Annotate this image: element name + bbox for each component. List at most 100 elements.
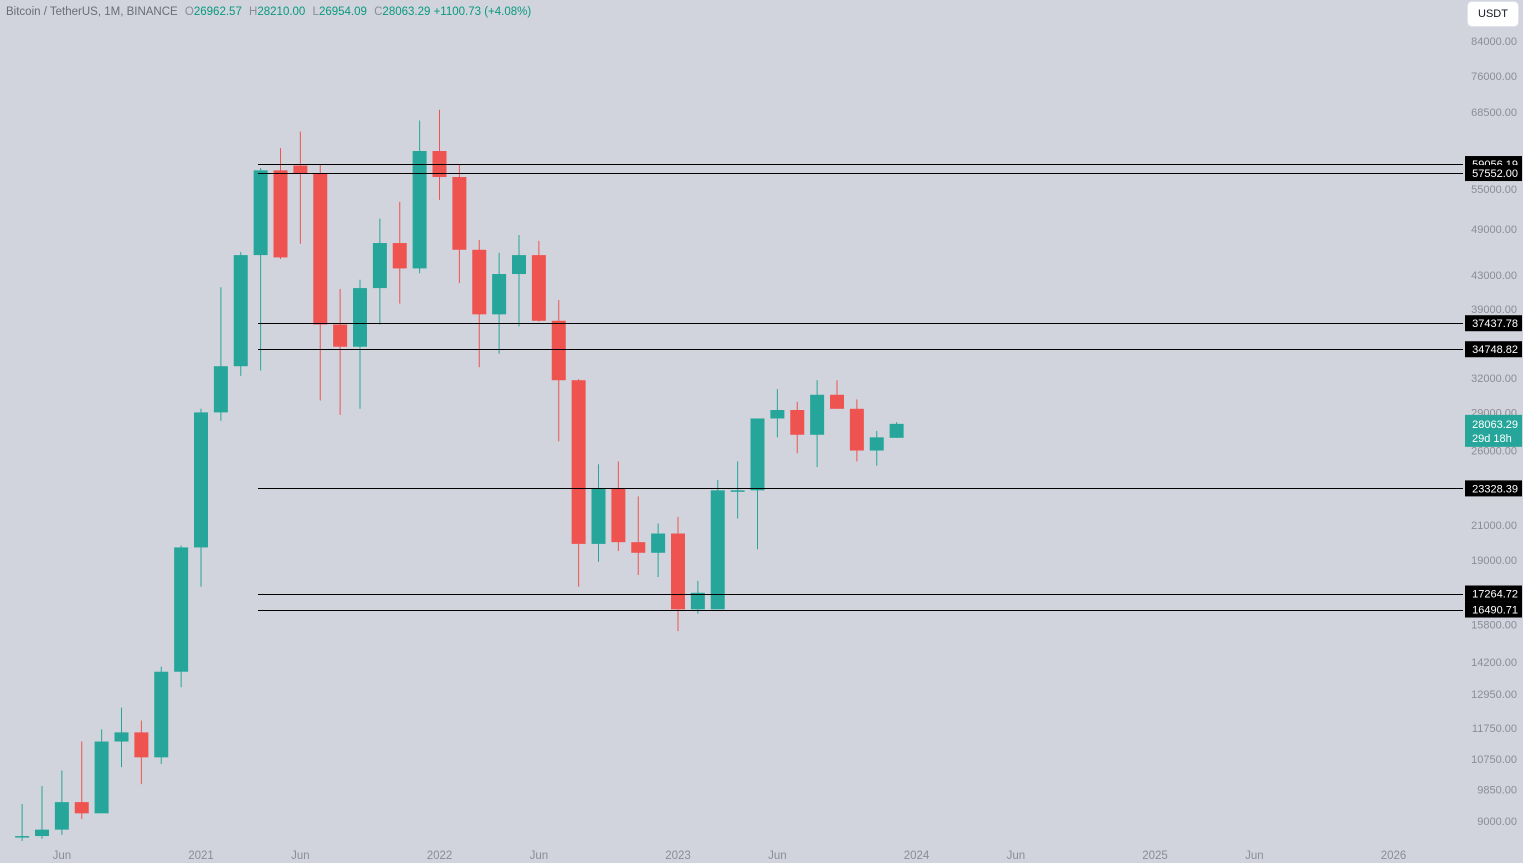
candle-body[interactable] — [810, 394, 825, 435]
candle-body[interactable] — [869, 437, 884, 451]
candle-body[interactable] — [710, 490, 725, 610]
candle-body[interactable] — [134, 732, 149, 758]
y-tick-label: 32000.00 — [1471, 373, 1517, 385]
y-tick-label: 19000.00 — [1471, 555, 1517, 567]
candle-body[interactable] — [412, 151, 427, 269]
level-price-label: 37437.78 — [1472, 318, 1518, 330]
candle-body[interactable] — [15, 836, 30, 838]
y-tick-label: 10750.00 — [1471, 754, 1517, 766]
candle-body[interactable] — [273, 170, 288, 258]
candle-body[interactable] — [790, 409, 805, 435]
candle-body[interactable] — [492, 274, 507, 315]
symbol-title[interactable]: Bitcoin / TetherUS, 1M, BINANCE — [6, 6, 178, 18]
candle-body[interactable] — [54, 802, 69, 830]
candle-body[interactable] — [849, 408, 864, 451]
level-price-badge — [1465, 585, 1522, 602]
candle-body[interactable] — [472, 249, 487, 315]
close-label: C — [374, 6, 383, 18]
low-label: L — [312, 6, 319, 18]
candle-body[interactable] — [253, 170, 268, 256]
y-tick-label: 11750.00 — [1472, 723, 1517, 735]
low-value: 26954.09 — [318, 6, 367, 18]
y-tick-label: 21000.00 — [1471, 520, 1517, 532]
y-tick-label: 26000.00 — [1471, 446, 1517, 458]
x-tick-label: 2023 — [665, 850, 691, 862]
x-tick-label: Jun — [768, 850, 787, 862]
x-tick-label: Jun — [53, 850, 72, 862]
x-tick-label: Jun — [530, 850, 549, 862]
level-price-label: 23328.39 — [1472, 483, 1518, 495]
candle-body[interactable] — [174, 547, 189, 672]
x-tick-label: 2025 — [1142, 850, 1168, 862]
y-tick-label: 12950.00 — [1471, 689, 1517, 701]
candle-body[interactable] — [94, 741, 109, 814]
y-tick-label: 55000.00 — [1471, 184, 1517, 196]
candle-body[interactable] — [591, 488, 606, 544]
x-tick-label: 2026 — [1381, 850, 1407, 862]
y-tick-label: 68500.00 — [1471, 107, 1517, 119]
candle-body[interactable] — [233, 255, 248, 367]
level-price-badge — [1465, 341, 1522, 358]
candle-body[interactable] — [631, 542, 646, 553]
candle-body[interactable] — [531, 255, 546, 321]
candle-body[interactable] — [770, 409, 785, 419]
last-price-badge — [1465, 414, 1522, 447]
candle-body[interactable] — [313, 173, 328, 325]
candle-body[interactable] — [392, 243, 407, 269]
open-label: O — [184, 6, 194, 18]
candle-body[interactable] — [35, 829, 49, 837]
y-tick-label: 43000.00 — [1471, 270, 1517, 282]
x-tick-label: 2024 — [904, 850, 930, 862]
candle-body[interactable] — [114, 732, 129, 742]
currency-button[interactable]: USDT — [1468, 2, 1518, 26]
level-price-label: 57552.00 — [1472, 168, 1518, 180]
level-price-badge — [1465, 165, 1522, 182]
level-price-label: 16490.71 — [1472, 605, 1518, 617]
candle-body[interactable] — [551, 320, 566, 381]
candle-body[interactable] — [611, 488, 626, 543]
high-value: 28210.00 — [257, 6, 306, 18]
candle-body[interactable] — [194, 412, 208, 548]
candle-body[interactable] — [671, 533, 685, 610]
x-tick-label: Jun — [1007, 850, 1026, 862]
candle-body[interactable] — [571, 380, 586, 544]
change-value: +1100.73 (+4.08%) — [433, 6, 532, 18]
level-price-badge — [1465, 315, 1522, 332]
x-tick-label: 2021 — [188, 850, 214, 862]
candle-body[interactable] — [154, 671, 169, 758]
countdown-label: 29d 18h — [1472, 433, 1512, 445]
open-value: 26962.57 — [193, 6, 242, 18]
y-tick-label: 9850.00 — [1477, 784, 1517, 796]
candle-body[interactable] — [730, 490, 745, 492]
y-tick-label: 84000.00 — [1471, 36, 1517, 48]
candle-body[interactable] — [372, 243, 387, 289]
last-price-label: 28063.29 — [1472, 419, 1518, 431]
candle-body[interactable] — [512, 255, 526, 275]
candle-body[interactable] — [651, 533, 666, 553]
level-price-badge — [1465, 480, 1522, 497]
candle-body[interactable] — [293, 165, 308, 174]
candle-body[interactable] — [74, 802, 89, 814]
x-tick-label: 2022 — [427, 850, 453, 862]
symbol-legend: Bitcoin / TetherUS, 1M, BINANCE O26962.5… — [6, 6, 531, 18]
level-price-label: 17264.72 — [1472, 589, 1518, 601]
y-tick-label: 76000.00 — [1471, 71, 1517, 83]
candle-body[interactable] — [452, 177, 467, 250]
y-tick-label: 49000.00 — [1471, 224, 1517, 236]
candle-body[interactable] — [690, 592, 705, 610]
candle-body[interactable] — [750, 418, 765, 491]
x-tick-label: Jun — [291, 850, 310, 862]
candle-body[interactable] — [353, 288, 367, 347]
candle-body[interactable] — [889, 423, 904, 438]
level-price-badge — [1465, 601, 1522, 618]
candle-body[interactable] — [830, 394, 844, 409]
candle-body[interactable] — [333, 324, 348, 347]
level-price-label: 34748.82 — [1472, 344, 1518, 356]
y-tick-label: 9000.00 — [1477, 816, 1517, 828]
y-tick-label: 14200.00 — [1471, 657, 1517, 669]
y-tick-label: 15800.00 — [1471, 619, 1517, 631]
candle-body[interactable] — [213, 366, 228, 413]
high-label: H — [249, 6, 258, 18]
